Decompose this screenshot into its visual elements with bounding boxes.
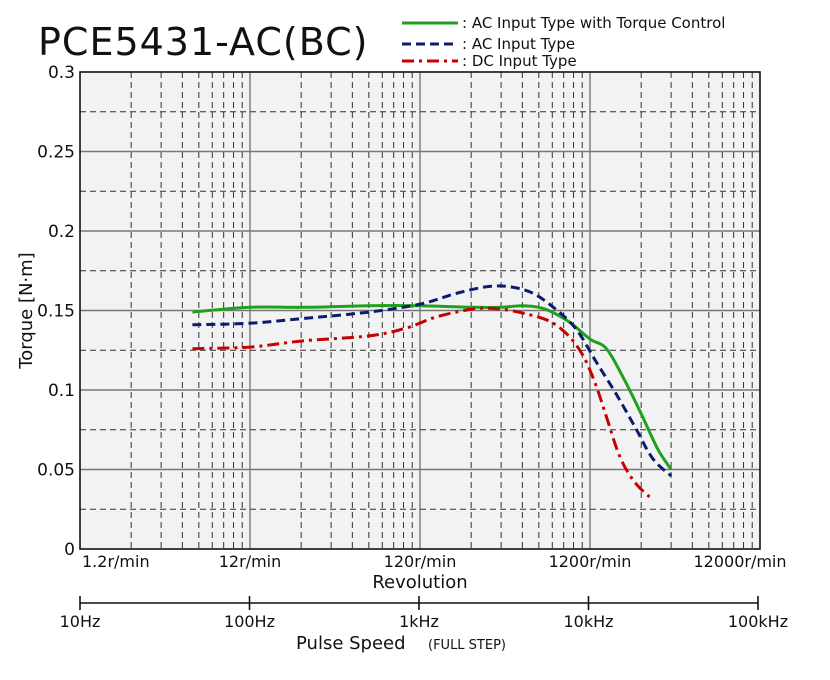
legend-label-2: : AC Input Type <box>462 35 575 53</box>
y-tick-label: 0.3 <box>48 63 75 83</box>
x-tick-label: 120r/min <box>384 552 457 571</box>
x-axis-label: Revolution <box>372 572 467 593</box>
plot-border <box>79 71 761 550</box>
pulse-tick-label: 10kHz <box>563 612 613 631</box>
x-tick-label: 1.2r/min <box>82 552 150 571</box>
legend-label-1: : AC Input Type with Torque Control <box>462 14 725 32</box>
series-line-3 <box>192 306 654 501</box>
x-tick-label: 1200r/min <box>549 552 632 571</box>
x-tick-label: 12r/min <box>219 552 282 571</box>
pulse-axis-label: Pulse Speed <box>296 633 406 654</box>
pulse-tick-label: 10Hz <box>60 612 101 631</box>
y-tick-label: 0.05 <box>37 461 75 481</box>
legend-label-3: : DC Input Type <box>462 52 577 70</box>
pulse-tick-label: 100Hz <box>224 612 275 631</box>
y-tick-label: 0 <box>64 540 75 560</box>
x-tick-label: 12000r/min <box>693 552 786 571</box>
pulse-axis-note: (FULL STEP) <box>428 638 506 653</box>
series-line-1 <box>192 304 673 471</box>
y-tick-label: 0.25 <box>37 143 75 163</box>
y-axis-label: Torque [N·m] <box>16 252 37 369</box>
y-tick-label: 0.1 <box>48 381 75 401</box>
chart-title: PCE5431-AC(BC) <box>38 20 369 64</box>
pulse-tick-label: 100kHz <box>728 612 788 631</box>
y-tick-label: 0.2 <box>48 222 75 242</box>
series-line-2 <box>192 284 673 478</box>
y-tick-label: 0.15 <box>37 302 75 322</box>
pulse-tick-label: 1kHz <box>399 612 439 631</box>
